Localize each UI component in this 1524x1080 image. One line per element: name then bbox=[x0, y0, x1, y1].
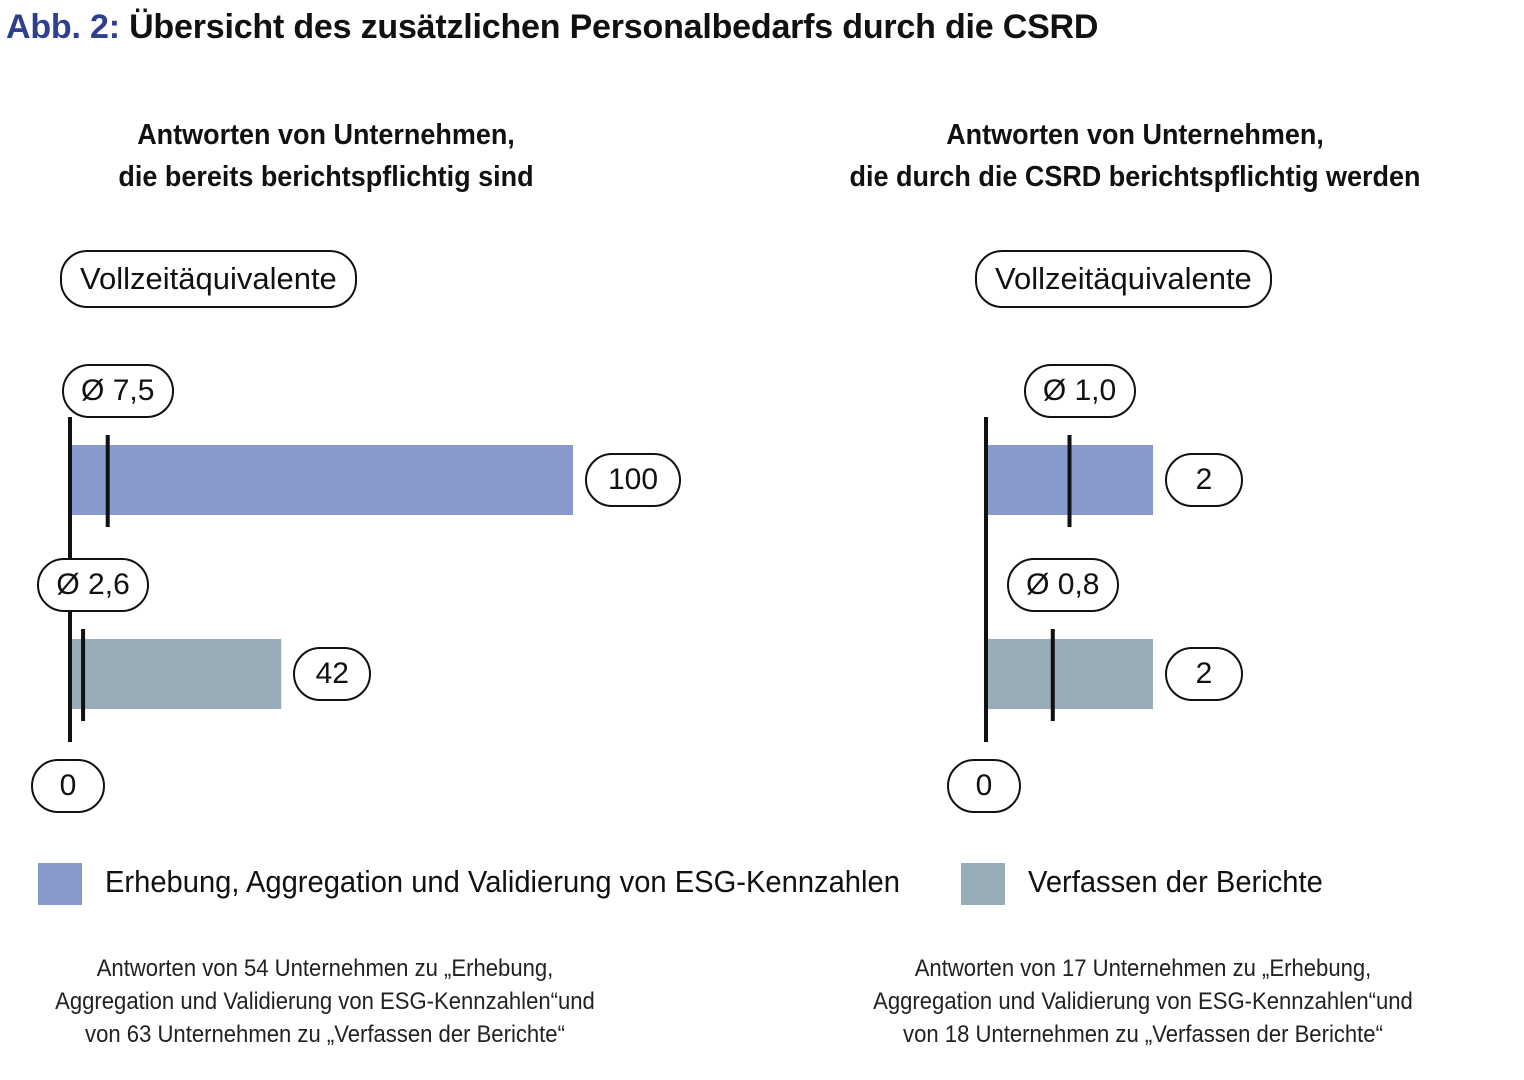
unit-label: Vollzeitäquivalente bbox=[60, 250, 357, 308]
value-label-verfassen: 2 bbox=[1165, 647, 1243, 701]
unit-label: Vollzeitäquivalente bbox=[975, 250, 1272, 308]
panel-title-line: Antworten von Unternehmen, bbox=[137, 119, 515, 151]
figure-number: Abb. 2: bbox=[6, 8, 120, 46]
note-line: Antworten von 17 Unternehmen zu „Erhebun… bbox=[914, 955, 1372, 982]
note-line: von 18 Unternehmen zu „Verfassen der Ber… bbox=[903, 1021, 1383, 1048]
chart-panel-new-reporting bbox=[984, 417, 1153, 742]
legend-swatch-verfassen bbox=[961, 863, 1005, 905]
bar-charts bbox=[68, 417, 1153, 742]
bar-verfassen bbox=[70, 639, 282, 709]
panel-title-new-reporting: Antworten von Unternehmen, die durch die… bbox=[828, 114, 1442, 198]
note-line: Antworten von 54 Unternehmen zu „Erhebun… bbox=[96, 955, 554, 982]
sample-note-new-reporting: Antworten von 17 Unternehmen zu „Erhebun… bbox=[858, 952, 1428, 1051]
legend-swatch-erhebung bbox=[38, 863, 82, 905]
axis-zero-label: 0 bbox=[31, 759, 105, 813]
legend-label-erhebung: Erhebung, Aggregation und Validierung vo… bbox=[105, 864, 900, 899]
mean-label-verfassen: Ø 0,8 bbox=[1006, 558, 1119, 612]
panel-title-reporting: Antworten von Unternehmen, die bereits b… bbox=[19, 114, 633, 198]
figure-title-text: Übersicht des zusätzlichen Personalbedar… bbox=[129, 8, 1099, 46]
chart-panel-reporting bbox=[68, 417, 573, 742]
sample-note-reporting: Antworten von 54 Unternehmen zu „Erhebun… bbox=[40, 952, 610, 1051]
value-label-erhebung: 100 bbox=[585, 453, 681, 507]
axis-zero-label: 0 bbox=[947, 759, 1021, 813]
value-label-erhebung: 2 bbox=[1165, 453, 1243, 507]
panel-title-line: Antworten von Unternehmen, bbox=[946, 119, 1324, 151]
note-line: von 63 Unternehmen zu „Verfassen der Ber… bbox=[85, 1021, 565, 1048]
mean-label-erhebung: Ø 7,5 bbox=[61, 364, 174, 418]
bar-verfassen bbox=[986, 639, 1153, 709]
mean-label-verfassen: Ø 2,6 bbox=[37, 558, 150, 612]
legend-label-verfassen: Verfassen der Berichte bbox=[1028, 864, 1323, 899]
bar-erhebung bbox=[70, 445, 573, 515]
note-line: Aggregation und Validierung von ESG-Kenn… bbox=[55, 988, 595, 1015]
value-label-verfassen: 42 bbox=[293, 647, 372, 701]
panel-title-line: die durch die CSRD berichtspflichtig wer… bbox=[849, 161, 1421, 193]
figure-title: Abb. 2: Übersicht des zusätzlichen Perso… bbox=[6, 8, 1098, 47]
note-line: Aggregation und Validierung von ESG-Kenn… bbox=[873, 988, 1413, 1015]
panel-title-line: die bereits berichtspflichtig sind bbox=[118, 161, 534, 193]
mean-label-erhebung: Ø 1,0 bbox=[1023, 364, 1136, 418]
